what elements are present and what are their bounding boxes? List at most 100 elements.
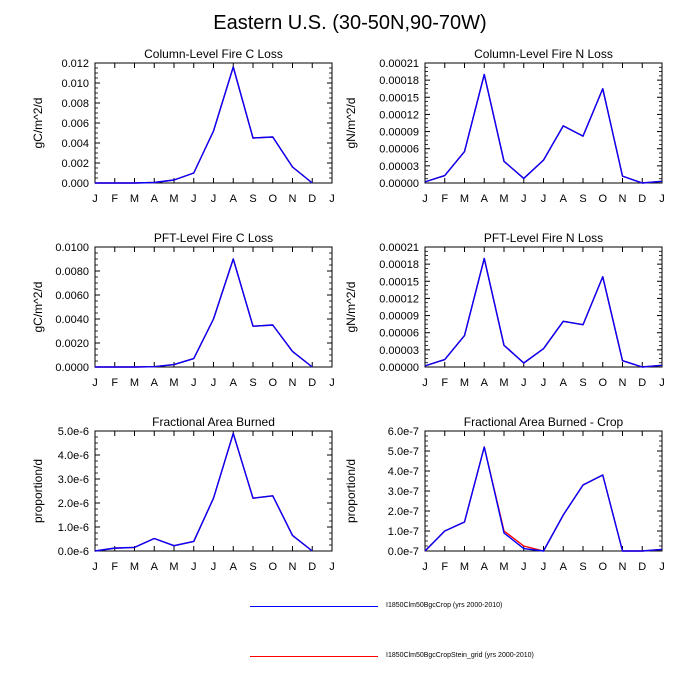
x-tick-label: S bbox=[249, 561, 256, 573]
x-tick-label: N bbox=[289, 193, 297, 205]
x-tick-label: A bbox=[151, 561, 159, 573]
x-tick-label: N bbox=[619, 193, 627, 205]
x-tick-label: D bbox=[638, 561, 646, 573]
x-tick-label: D bbox=[638, 377, 646, 389]
y-tick-label: 0.0020 bbox=[55, 338, 89, 350]
x-tick-label: M bbox=[169, 193, 178, 205]
panel-2: Column-Level Fire N Loss 0.00000 0.00003 0.… bbox=[344, 47, 665, 205]
series-line-blue bbox=[95, 66, 313, 184]
y-tick-label: 0.00015 bbox=[379, 92, 419, 104]
x-tick-label: J bbox=[191, 193, 197, 205]
y-tick-label: 0.002 bbox=[61, 158, 89, 170]
x-tick-label: M bbox=[130, 377, 139, 389]
x-tick-label: J bbox=[659, 193, 665, 205]
y-axis-label: proportion/d bbox=[344, 459, 358, 523]
panel-title: Column-Level Fire C Loss bbox=[144, 47, 283, 61]
y-tick-label: 2.0e-6 bbox=[58, 498, 89, 510]
x-tick-label: J bbox=[92, 193, 98, 205]
x-tick-label: J bbox=[92, 377, 98, 389]
x-tick-label: N bbox=[619, 561, 627, 573]
x-tick-label: J bbox=[521, 377, 527, 389]
x-tick-label: J bbox=[541, 193, 547, 205]
y-tick-label: 2.0e-7 bbox=[388, 506, 419, 518]
y-tick-label: 0.000 bbox=[61, 178, 89, 190]
x-tick-label: O bbox=[598, 193, 607, 205]
x-tick-label: J bbox=[92, 561, 98, 573]
x-tick-label: N bbox=[619, 377, 627, 389]
x-tick-label: J bbox=[211, 377, 217, 389]
y-tick-label: 1.0e-6 bbox=[58, 522, 89, 534]
x-tick-label: J bbox=[659, 561, 665, 573]
series-line-blue bbox=[424, 446, 663, 552]
x-tick-label: M bbox=[499, 193, 508, 205]
x-tick-label: O bbox=[268, 561, 277, 573]
x-tick-label: A bbox=[560, 193, 568, 205]
x-tick-label: D bbox=[638, 193, 646, 205]
y-tick-label: 0.00000 bbox=[379, 362, 419, 374]
x-tick-label: S bbox=[579, 377, 586, 389]
x-tick-label: J bbox=[211, 561, 217, 573]
y-tick-label: 0.0000 bbox=[55, 362, 89, 374]
legend-label-blue: I1850Clm50BgcCrop (yrs 2000-2010) bbox=[386, 602, 503, 609]
x-tick-label: J bbox=[329, 561, 335, 573]
x-tick-label: J bbox=[422, 377, 428, 389]
y-tick-label: 0.0080 bbox=[55, 266, 89, 278]
x-tick-label: S bbox=[579, 561, 586, 573]
x-tick-label: A bbox=[230, 193, 238, 205]
y-tick-label: 0.00021 bbox=[379, 242, 419, 254]
x-tick-label: J bbox=[191, 561, 197, 573]
y-tick-label: 0.00000 bbox=[379, 178, 419, 190]
x-tick-label: S bbox=[249, 193, 256, 205]
y-tick-label: 0.00012 bbox=[379, 109, 419, 121]
y-tick-label: 0.00012 bbox=[379, 293, 419, 305]
x-tick-label: J bbox=[541, 561, 547, 573]
x-tick-label: F bbox=[111, 377, 118, 389]
x-tick-label: F bbox=[441, 561, 448, 573]
panel-title: Fractional Area Burned - Crop bbox=[464, 415, 624, 429]
x-tick-label: J bbox=[659, 377, 665, 389]
x-tick-label: M bbox=[460, 377, 469, 389]
x-tick-label: M bbox=[130, 193, 139, 205]
x-tick-label: A bbox=[481, 377, 489, 389]
y-tick-label: 0.0060 bbox=[55, 290, 89, 302]
y-tick-label: 4.0e-7 bbox=[388, 466, 419, 478]
x-tick-label: O bbox=[268, 377, 277, 389]
x-tick-label: M bbox=[169, 561, 178, 573]
y-axis-label: gN/m^2/d bbox=[344, 282, 358, 333]
legend-line-red bbox=[250, 656, 378, 657]
y-tick-label: 0.00003 bbox=[379, 345, 419, 357]
x-tick-label: M bbox=[460, 561, 469, 573]
panel-3: PFT-Level Fire C Loss 0.0000 0.0020 0.0040 0… bbox=[31, 231, 335, 389]
x-tick-label: F bbox=[441, 377, 448, 389]
y-tick-label: 0.00021 bbox=[379, 58, 419, 70]
x-tick-label: A bbox=[560, 377, 568, 389]
y-tick-label: 0.00006 bbox=[379, 144, 419, 156]
y-axis-label: gN/m^2/d bbox=[344, 98, 358, 149]
x-tick-label: J bbox=[211, 193, 217, 205]
y-tick-label: 4.0e-6 bbox=[58, 450, 89, 462]
series-line-blue bbox=[424, 73, 663, 184]
x-tick-label: O bbox=[598, 561, 607, 573]
legend-line-blue bbox=[250, 606, 378, 607]
x-tick-label: J bbox=[521, 561, 527, 573]
x-tick-label: M bbox=[499, 377, 508, 389]
x-tick-label: N bbox=[289, 561, 297, 573]
x-tick-label: D bbox=[308, 193, 316, 205]
x-tick-label: A bbox=[230, 377, 238, 389]
y-tick-label: 0.008 bbox=[61, 98, 89, 110]
x-tick-label: O bbox=[598, 377, 607, 389]
y-tick-label: 0.006 bbox=[61, 118, 89, 130]
x-tick-label: J bbox=[521, 193, 527, 205]
y-tick-label: 0.0040 bbox=[55, 314, 89, 326]
x-tick-label: J bbox=[422, 193, 428, 205]
x-tick-label: S bbox=[579, 193, 586, 205]
x-tick-label: J bbox=[329, 377, 335, 389]
x-tick-label: F bbox=[111, 193, 118, 205]
y-tick-label: 3.0e-6 bbox=[58, 474, 89, 486]
panel-title: Column-Level Fire N Loss bbox=[474, 47, 613, 61]
x-tick-label: F bbox=[441, 193, 448, 205]
x-tick-label: A bbox=[230, 561, 238, 573]
y-tick-label: 0.0e-6 bbox=[58, 546, 89, 558]
panel-4: PFT-Level Fire N Loss 0.00000 0.00003 0.000… bbox=[344, 231, 665, 389]
